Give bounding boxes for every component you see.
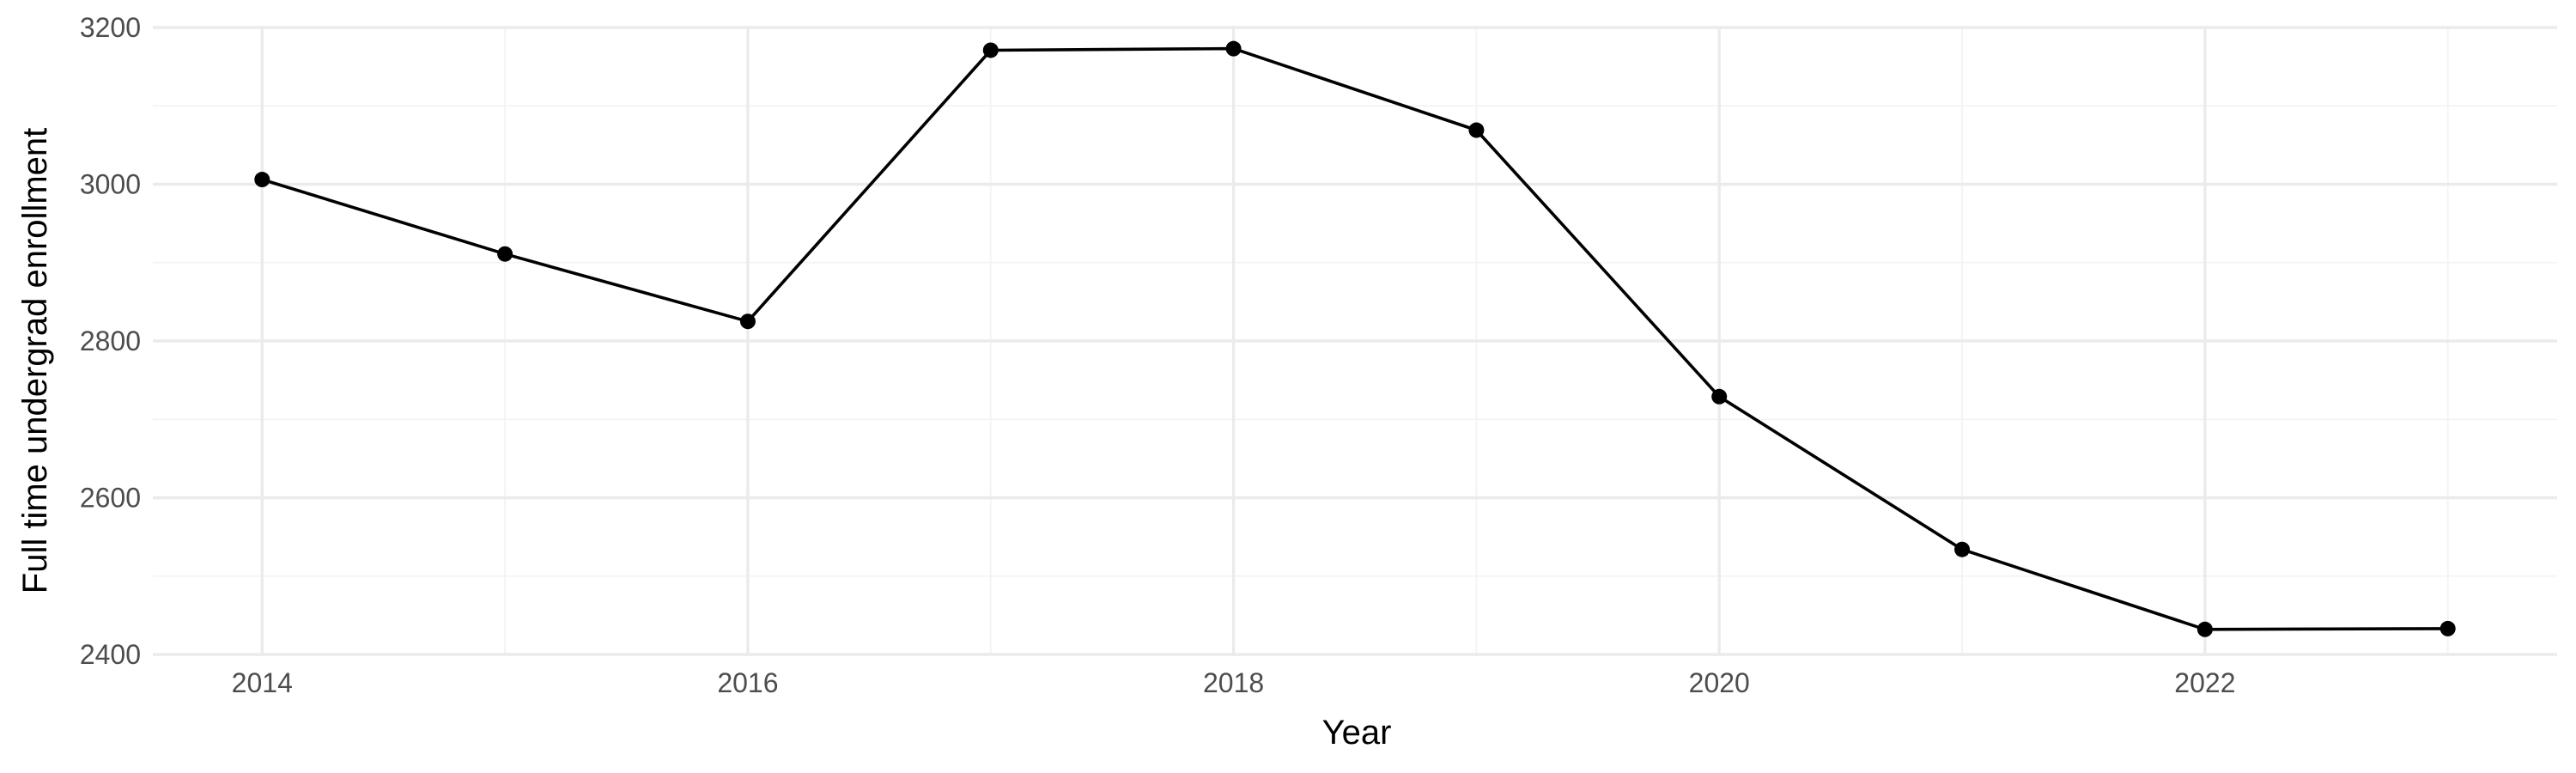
series-layer — [261, 46, 2448, 631]
data-point — [982, 42, 999, 58]
x-tick-label: 2014 — [232, 667, 293, 698]
y-tick-label: 3000 — [80, 169, 141, 200]
data-point — [1225, 40, 1242, 57]
data-point — [2196, 621, 2213, 637]
major-gridlines — [153, 26, 2557, 656]
data-point — [1711, 388, 1728, 405]
data-point — [497, 246, 513, 262]
series-line — [261, 46, 2448, 631]
x-tick-label: 2022 — [2174, 667, 2235, 698]
x-axis-ticks: 2014 2016 2018 2020 2022 — [232, 667, 2236, 698]
y-tick-label: 2600 — [80, 483, 141, 514]
y-axis-title: Full time undergrad enrollment — [16, 128, 54, 593]
x-tick-label: 2020 — [1689, 667, 1750, 698]
y-tick-label: 3200 — [80, 12, 141, 43]
data-point — [2439, 620, 2456, 636]
y-axis-ticks: 2400 2600 2800 3000 3200 — [80, 12, 141, 670]
x-tick-label: 2016 — [717, 667, 778, 698]
points-layer — [254, 40, 2456, 637]
data-point — [1468, 122, 1485, 138]
x-axis-title: Year — [1322, 714, 1392, 752]
y-tick-label: 2400 — [80, 639, 141, 670]
data-point — [1954, 541, 1971, 557]
x-tick-label: 2018 — [1203, 667, 1264, 698]
data-point — [254, 172, 270, 188]
y-tick-label: 2800 — [80, 326, 141, 356]
data-point — [739, 313, 756, 330]
